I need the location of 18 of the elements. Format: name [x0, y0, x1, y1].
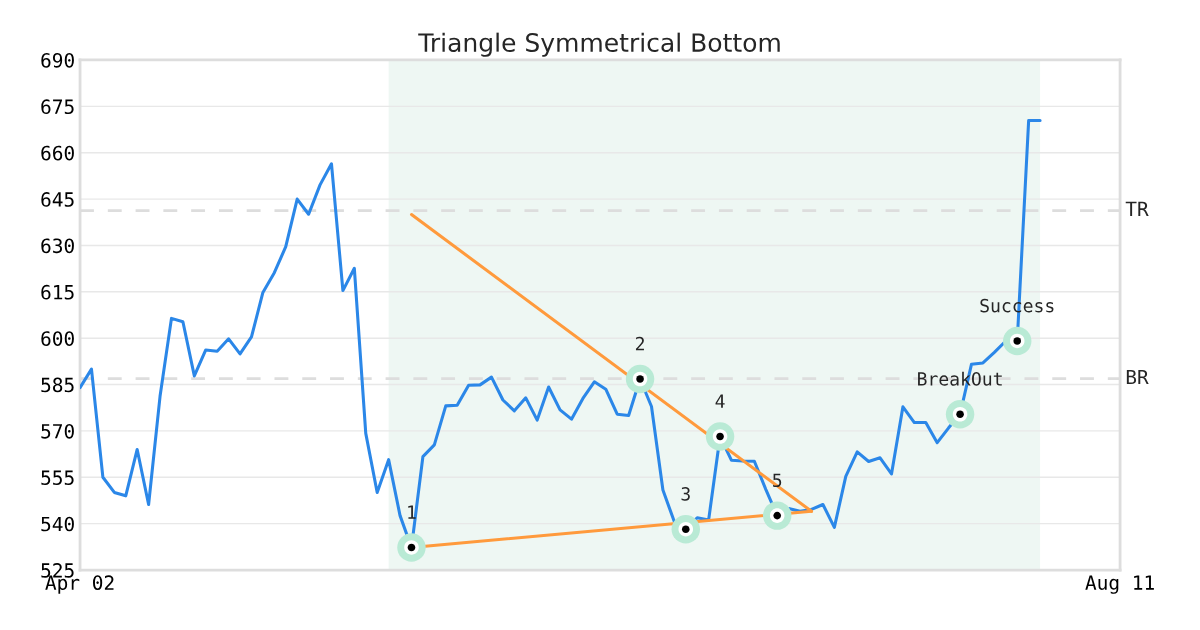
y-tick-label: 615 [41, 284, 74, 300]
y-tick-label: 555 [41, 470, 74, 485]
y-tick-label: 540 [41, 516, 74, 532]
y-tick-label: 630 [41, 238, 74, 254]
y-tick-label: 585 [41, 377, 74, 393]
y-tick-label: 675 [41, 99, 74, 115]
y-tick-label: 645 [41, 192, 74, 207]
y-tick-label: 600 [41, 331, 74, 346]
ref-line-label: BR [1126, 369, 1149, 385]
annotation: 4 [715, 394, 725, 408]
y-tick-label: 660 [41, 145, 74, 161]
y-tick-label: 570 [41, 423, 74, 439]
y-tick-label: 690 [41, 52, 74, 68]
x-tick-label: Aug 11 [1085, 575, 1154, 594]
ref-line-label: TR [1125, 201, 1149, 216]
chart-title: Triangle Symmetrical Bottom [418, 32, 780, 57]
annotation: 2 [635, 336, 644, 351]
annotation: 3 [681, 487, 690, 501]
